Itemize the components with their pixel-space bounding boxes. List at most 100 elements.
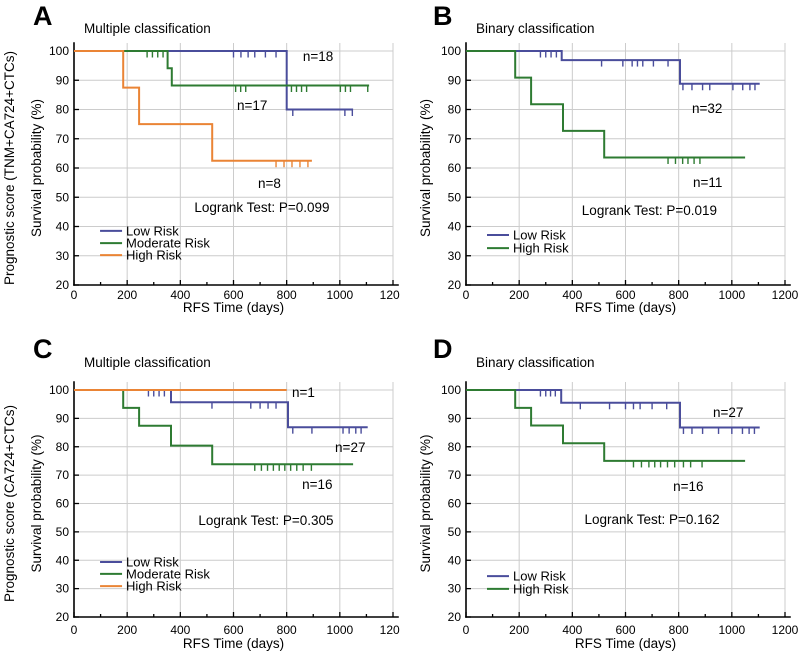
series-line-high-risk xyxy=(74,50,312,162)
y-tick-label: 40 xyxy=(56,553,70,567)
y-axis-title: Survival probability (%) xyxy=(29,434,44,572)
axes xyxy=(465,381,791,618)
x-axis-title: RFS Time (days) xyxy=(575,300,676,315)
x-tick-label: 1000 xyxy=(718,288,745,302)
axes xyxy=(73,381,399,618)
y-tick-label: 90 xyxy=(448,411,462,425)
legend-label: High Risk xyxy=(126,579,182,594)
y-tick-label: 40 xyxy=(448,220,462,234)
y-tick-label: 100 xyxy=(441,383,461,397)
series-line-low-risk xyxy=(74,50,354,111)
x-tick-label: 1000 xyxy=(326,288,353,302)
km-chart-b: 0 200 400 600 800 1000 1200 20 30 40 50 60 70 80 90 100… xyxy=(418,1,799,315)
panel-a: 0 200 400 600 800 1000 1200 20 30 40 50 60 70 80 90 100… xyxy=(0,0,400,331)
legend-label: High Risk xyxy=(513,241,569,256)
legend-label: Moderate Risk xyxy=(126,566,210,581)
x-tick-label: 400 xyxy=(170,623,190,637)
x-tick-label: 600 xyxy=(615,623,635,637)
y-tick-label: 20 xyxy=(56,278,70,292)
y-tick-label: 70 xyxy=(56,468,70,482)
n-label: n=16 xyxy=(673,479,703,494)
series-line-high-risk xyxy=(466,50,746,159)
x-tick-label: 800 xyxy=(277,288,297,302)
y-tick-label: 60 xyxy=(56,161,70,175)
y-tick-label: 60 xyxy=(56,497,70,511)
n-label: n=1 xyxy=(292,385,315,400)
y-tick-label: 80 xyxy=(56,440,70,454)
censor-marks-low-risk xyxy=(539,51,756,91)
censor-marks-high-risk xyxy=(667,157,701,164)
panel-title: Binary classification xyxy=(476,355,595,370)
logrank-annotation: Logrank Test: P=0.305 xyxy=(198,513,333,528)
legend-label: High Risk xyxy=(126,248,182,263)
x-tick-label: 200 xyxy=(117,288,137,302)
x-tick-label: 200 xyxy=(509,288,529,302)
y-tick-label: 70 xyxy=(448,468,462,482)
legend-label: Moderate Risk xyxy=(126,236,210,251)
y-tick-label: 70 xyxy=(56,132,70,146)
x-tick-label: 1200 xyxy=(772,623,799,637)
x-tick-label: 1000 xyxy=(326,623,353,637)
x-tick-label: 1200 xyxy=(380,288,400,302)
ticks xyxy=(465,389,786,618)
km-chart-a: 0 200 400 600 800 1000 1200 20 30 40 50 60 70 80 90 100… xyxy=(2,1,400,315)
y-tick-label: 100 xyxy=(49,44,69,58)
grid xyxy=(74,382,394,617)
x-axis-title: RFS Time (days) xyxy=(183,636,284,651)
n-label: n=17 xyxy=(237,98,267,113)
n-label: n=27 xyxy=(713,405,743,420)
x-tick-label: 0 xyxy=(463,288,470,302)
logrank-annotation: Logrank Test: P=0.162 xyxy=(584,512,719,527)
y-axis-title: Survival probability (%) xyxy=(29,99,44,237)
logrank-annotation: Logrank Test: P=0.019 xyxy=(582,203,717,218)
series-line-low-risk xyxy=(74,389,368,429)
logrank-annotation: Logrank Test: P=0.099 xyxy=(194,200,329,215)
n-label: n=11 xyxy=(693,175,722,190)
x-tick-label: 400 xyxy=(562,288,582,302)
x-tick-label: 1200 xyxy=(772,288,799,302)
y-tick-label: 80 xyxy=(448,440,462,454)
y-tick-label: 30 xyxy=(448,582,462,596)
y-tick-label: 100 xyxy=(49,383,69,397)
censor-marks-moderate-risk xyxy=(146,51,369,93)
y-tick-label: 50 xyxy=(56,525,70,539)
x-tick-label: 600 xyxy=(223,288,243,302)
y-tick-label: 30 xyxy=(56,249,70,263)
km-chart-c: 0 200 400 600 800 1000 1200 20 30 40 50 60 70 80 90 100… xyxy=(2,334,400,651)
panel-letter: D xyxy=(433,334,453,364)
legend-label: Low Risk xyxy=(126,554,179,569)
n-label: n=16 xyxy=(302,477,332,492)
y-axis-title: Survival probability (%) xyxy=(418,434,433,572)
y-tick-label: 90 xyxy=(56,411,70,425)
x-tick-label: 600 xyxy=(223,623,243,637)
y-tick-label: 90 xyxy=(448,73,462,87)
x-tick-label: 0 xyxy=(463,623,470,637)
y-tick-label: 80 xyxy=(448,103,462,117)
x-tick-label: 0 xyxy=(71,623,78,637)
ticks xyxy=(73,389,394,618)
axes xyxy=(73,42,399,286)
grid xyxy=(74,43,394,285)
y-tick-label: 60 xyxy=(448,497,462,511)
series-line-low-risk xyxy=(466,50,760,85)
x-tick-label: 1000 xyxy=(718,623,745,637)
x-tick-label: 1200 xyxy=(380,623,400,637)
y-tick-label: 50 xyxy=(448,525,462,539)
censor-marks-high-risk xyxy=(632,460,703,468)
y-tick-label: 20 xyxy=(56,610,70,624)
n-label: n=32 xyxy=(692,101,722,116)
legend-label: Low Risk xyxy=(513,569,566,584)
y-axis-title: Survival probability (%) xyxy=(418,99,433,237)
x-tick-label: 800 xyxy=(277,623,297,637)
n-label: n=8 xyxy=(258,176,281,191)
x-axis-title: RFS Time (days) xyxy=(575,636,676,651)
y-tick-label: 60 xyxy=(448,161,462,175)
y-tick-label: 100 xyxy=(441,44,461,58)
panel-c: 0 200 400 600 800 1000 1200 20 30 40 50 60 70 80 90 100… xyxy=(0,331,400,663)
censor-marks-low-risk xyxy=(147,390,362,434)
series-line-moderate-risk xyxy=(74,389,354,466)
panel-d: 0 200 400 600 800 1000 1200 20 30 40 50 60 70 80 90 100… xyxy=(400,331,801,663)
